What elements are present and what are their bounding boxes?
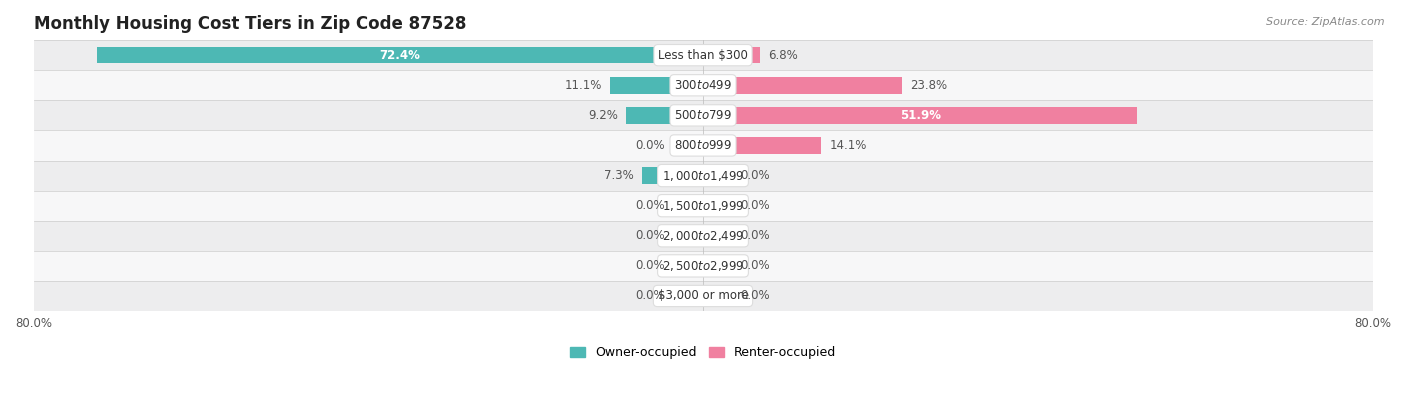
Bar: [34, 100, 1372, 130]
Bar: [703, 258, 733, 274]
Text: Source: ZipAtlas.com: Source: ZipAtlas.com: [1267, 17, 1385, 27]
Legend: Owner-occupied, Renter-occupied: Owner-occupied, Renter-occupied: [565, 342, 841, 364]
Bar: [703, 167, 733, 184]
Text: 0.0%: 0.0%: [741, 199, 770, 212]
Text: $800 to $999: $800 to $999: [673, 139, 733, 152]
Text: Monthly Housing Cost Tiers in Zip Code 87528: Monthly Housing Cost Tiers in Zip Code 8…: [34, 15, 465, 33]
Bar: [673, 258, 703, 274]
Bar: [34, 221, 1372, 251]
Bar: [673, 137, 703, 154]
Text: 0.0%: 0.0%: [636, 259, 665, 272]
Bar: [703, 288, 733, 304]
Text: 0.0%: 0.0%: [741, 259, 770, 272]
Text: 14.1%: 14.1%: [830, 139, 866, 152]
Text: Less than $300: Less than $300: [658, 49, 748, 62]
Text: $500 to $799: $500 to $799: [673, 109, 733, 122]
Text: $1,000 to $1,499: $1,000 to $1,499: [662, 168, 744, 183]
Text: 0.0%: 0.0%: [636, 139, 665, 152]
Bar: [34, 161, 1372, 190]
Text: 51.9%: 51.9%: [900, 109, 941, 122]
Bar: [703, 47, 759, 63]
Text: 0.0%: 0.0%: [741, 290, 770, 303]
Text: 72.4%: 72.4%: [380, 49, 420, 62]
Text: $2,500 to $2,999: $2,500 to $2,999: [662, 259, 744, 273]
Text: $300 to $499: $300 to $499: [673, 79, 733, 92]
Bar: [703, 227, 733, 244]
Bar: [34, 190, 1372, 221]
Text: 0.0%: 0.0%: [741, 169, 770, 182]
Bar: [673, 288, 703, 304]
Bar: [97, 47, 703, 63]
Bar: [34, 70, 1372, 100]
Text: 7.3%: 7.3%: [603, 169, 634, 182]
Text: 0.0%: 0.0%: [636, 199, 665, 212]
Bar: [34, 130, 1372, 161]
Bar: [703, 107, 1137, 124]
Bar: [703, 137, 821, 154]
Bar: [673, 227, 703, 244]
Text: $3,000 or more: $3,000 or more: [658, 290, 748, 303]
Bar: [673, 198, 703, 214]
Text: $2,000 to $2,499: $2,000 to $2,499: [662, 229, 744, 243]
Bar: [34, 40, 1372, 70]
Bar: [643, 167, 703, 184]
Text: 0.0%: 0.0%: [636, 229, 665, 242]
Text: 0.0%: 0.0%: [741, 229, 770, 242]
Bar: [34, 281, 1372, 311]
Text: 23.8%: 23.8%: [911, 79, 948, 92]
Text: 0.0%: 0.0%: [636, 290, 665, 303]
Text: 11.1%: 11.1%: [564, 79, 602, 92]
Bar: [626, 107, 703, 124]
Text: $1,500 to $1,999: $1,500 to $1,999: [662, 199, 744, 212]
Bar: [610, 77, 703, 93]
Text: 6.8%: 6.8%: [768, 49, 799, 62]
Bar: [703, 198, 733, 214]
Text: 9.2%: 9.2%: [588, 109, 617, 122]
Bar: [34, 251, 1372, 281]
Bar: [703, 77, 903, 93]
